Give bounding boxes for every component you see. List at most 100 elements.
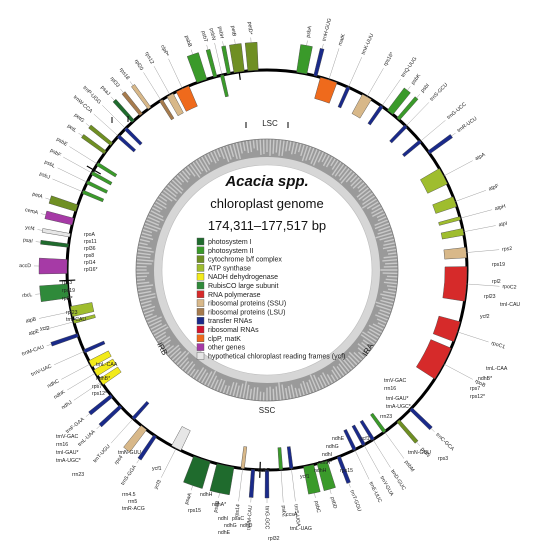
gene-block: [44, 210, 75, 226]
gene-label: rps12: [143, 51, 155, 65]
gc-bar: [301, 145, 309, 162]
legend-label: clpP, matK: [208, 336, 241, 343]
gene-block: [40, 240, 69, 248]
legend-swatch: [196, 255, 205, 263]
gene-leader-line: [85, 413, 90, 417]
gene-block: [314, 77, 338, 104]
legend-label: NADH dehydrogenase: [208, 274, 278, 281]
gc-bar: [145, 219, 160, 226]
gene-label: petB: [229, 25, 237, 37]
gc-bar: [290, 141, 295, 155]
gc-bar: [229, 381, 235, 396]
gc-bar: [139, 238, 150, 243]
gc-bar: [136, 281, 150, 285]
gc-bar: [357, 351, 365, 359]
gc-bar: [321, 152, 328, 163]
gene-block: [70, 302, 95, 317]
gene-label: rpl2*: [62, 296, 73, 302]
gene-label: rps8: [84, 253, 94, 259]
gc-bar: [331, 161, 342, 176]
gc-bar: [366, 200, 380, 210]
gc-bar: [138, 245, 152, 250]
gene-leader-line: [143, 72, 162, 101]
gene-block: [124, 127, 143, 146]
gc-bar: [372, 323, 385, 331]
gene-block: [409, 407, 433, 431]
gc-bar: [206, 370, 217, 388]
gene-block: [220, 74, 229, 98]
gene-block: [88, 124, 113, 146]
gene-label: atpE: [28, 328, 40, 337]
gene-label: trnT-GGU: [348, 489, 362, 512]
gene-label: ndhC: [46, 378, 60, 389]
gene-block: [343, 429, 357, 451]
gc-bar: [169, 181, 183, 194]
gene-label: rpl20: [133, 59, 144, 72]
gc-bar: [149, 322, 163, 331]
gc-bar: [141, 303, 152, 308]
gc-bar: [151, 324, 167, 334]
gene-leader-line: [430, 428, 435, 432]
gene-label: psaA: [184, 492, 194, 506]
gc-bar: [375, 314, 389, 321]
gc-bar: [173, 176, 183, 186]
gc-bar: [166, 184, 178, 195]
gene-block: [131, 84, 152, 110]
region-boundary-tick: [59, 279, 76, 282]
gene-label: petG: [73, 112, 86, 124]
gene-label: psbF: [49, 148, 62, 159]
gc-bar: [371, 203, 381, 211]
gene-leader-line: [238, 468, 243, 502]
gene-label: trnV-GAC: [56, 434, 78, 440]
genome-subtitle: chloroplast genome: [210, 196, 323, 211]
gc-bar: [325, 156, 334, 168]
gc-bar: [169, 347, 181, 359]
gene-label: ndhB*: [478, 376, 492, 382]
gene-label: rpoA: [84, 232, 95, 238]
gene-label: psaB: [213, 500, 221, 513]
gene-label: ycf2: [480, 314, 490, 320]
gene-leader-line: [329, 489, 332, 495]
gene-label: psbC: [313, 500, 321, 513]
gene-label: trnH-GUG: [322, 18, 333, 42]
gene-label: trnY-GUA: [378, 475, 394, 498]
gene-label: psbK: [410, 73, 422, 86]
gc-bar: [313, 374, 321, 390]
gc-bar: [219, 380, 226, 393]
gene-label: rps18: [118, 67, 131, 81]
gene-label: ycf3: [153, 479, 163, 490]
gene-label: rpoB: [474, 378, 487, 389]
gc-bar: [209, 151, 217, 164]
gene-label: trnL-UAA: [77, 429, 97, 448]
gc-bar: [306, 382, 312, 394]
gene-block: [416, 339, 452, 380]
gene-label: trnL-CAA: [96, 362, 118, 368]
gc-bar: [252, 139, 255, 149]
gene-block: [316, 460, 336, 491]
gene-block: [402, 139, 422, 158]
gene-block: [420, 168, 448, 194]
gc-bar: [384, 238, 395, 243]
gc-bar: [371, 206, 383, 214]
gc-bar: [200, 372, 209, 384]
gene-leader-line: [314, 492, 316, 498]
gene-leader-line: [405, 102, 429, 127]
gene-leader-line: [457, 331, 489, 343]
gc-bar: [245, 140, 250, 154]
gc-bar: [377, 312, 390, 318]
gc-bar: [203, 371, 213, 386]
legend-swatch: [196, 352, 205, 360]
gc-bar: [249, 388, 253, 400]
gene-label: trnN-GUU: [408, 450, 431, 456]
gene-block: [183, 455, 211, 489]
gene-label: psbT: [200, 30, 209, 43]
gc-bar: [143, 225, 158, 232]
gene-label: matK: [337, 33, 347, 47]
gene-label: psbM: [403, 459, 415, 473]
gene-leader-line: [451, 132, 456, 137]
gc-bar: [298, 388, 302, 397]
gc-bar: [213, 379, 219, 390]
gene-label: psbB: [183, 35, 193, 49]
gc-bar: [178, 357, 189, 368]
gc-bar: [147, 216, 160, 223]
